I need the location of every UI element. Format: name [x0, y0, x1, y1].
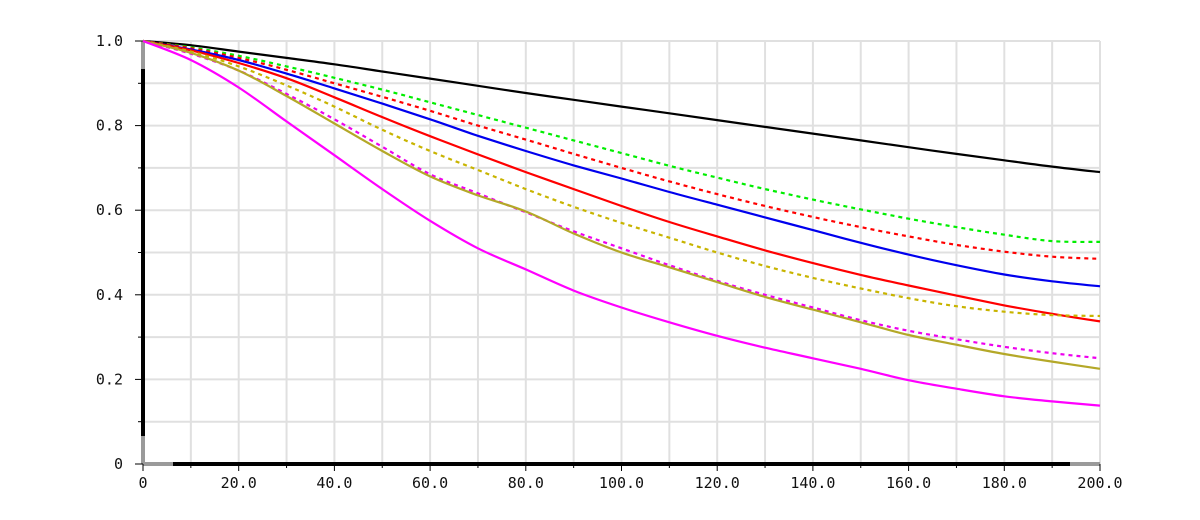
series-line-4	[142, 39, 1101, 288]
x-tick-label: 80.0	[508, 474, 544, 492]
x-tick-label: 0	[138, 474, 147, 492]
series-line-1	[142, 39, 1101, 174]
x-tick-label: 60.0	[412, 474, 448, 492]
y-tick-label: 1.0	[96, 32, 123, 50]
series-line-9	[142, 39, 1101, 407]
x-tick-label: 180.0	[982, 474, 1027, 492]
y-tick-label: 0	[114, 455, 123, 473]
x-tick-label: 120.0	[695, 474, 740, 492]
series-lines	[142, 39, 1101, 407]
series-line-3	[142, 39, 1101, 260]
x-axis-ticks: 0 20.0 40.0 60.0 80.0 100.0 120.0 140.0 160.0 180…	[138, 464, 1123, 492]
series-line-6	[142, 39, 1101, 318]
x-tick-label: 100.0	[599, 474, 644, 492]
x-tick-label: 40.0	[316, 474, 352, 492]
x-tick-label: 160.0	[886, 474, 931, 492]
y-tick-label: 0.8	[96, 117, 123, 135]
x-tick-label: 20.0	[221, 474, 257, 492]
x-tick-label: 200.0	[1077, 474, 1122, 492]
series-line-7	[142, 39, 1101, 360]
y-axis-ticks: 0 0.2 0.4 0.6 0.8 1.0	[96, 32, 143, 473]
series-line-5	[142, 39, 1101, 323]
y-tick-label: 0.2	[96, 370, 123, 388]
y-tick-label: 0.4	[96, 286, 123, 304]
series-line-2	[142, 39, 1101, 244]
x-tick-label: 140.0	[790, 474, 835, 492]
series-line-8	[142, 39, 1101, 370]
y-tick-label: 0.6	[96, 201, 123, 219]
